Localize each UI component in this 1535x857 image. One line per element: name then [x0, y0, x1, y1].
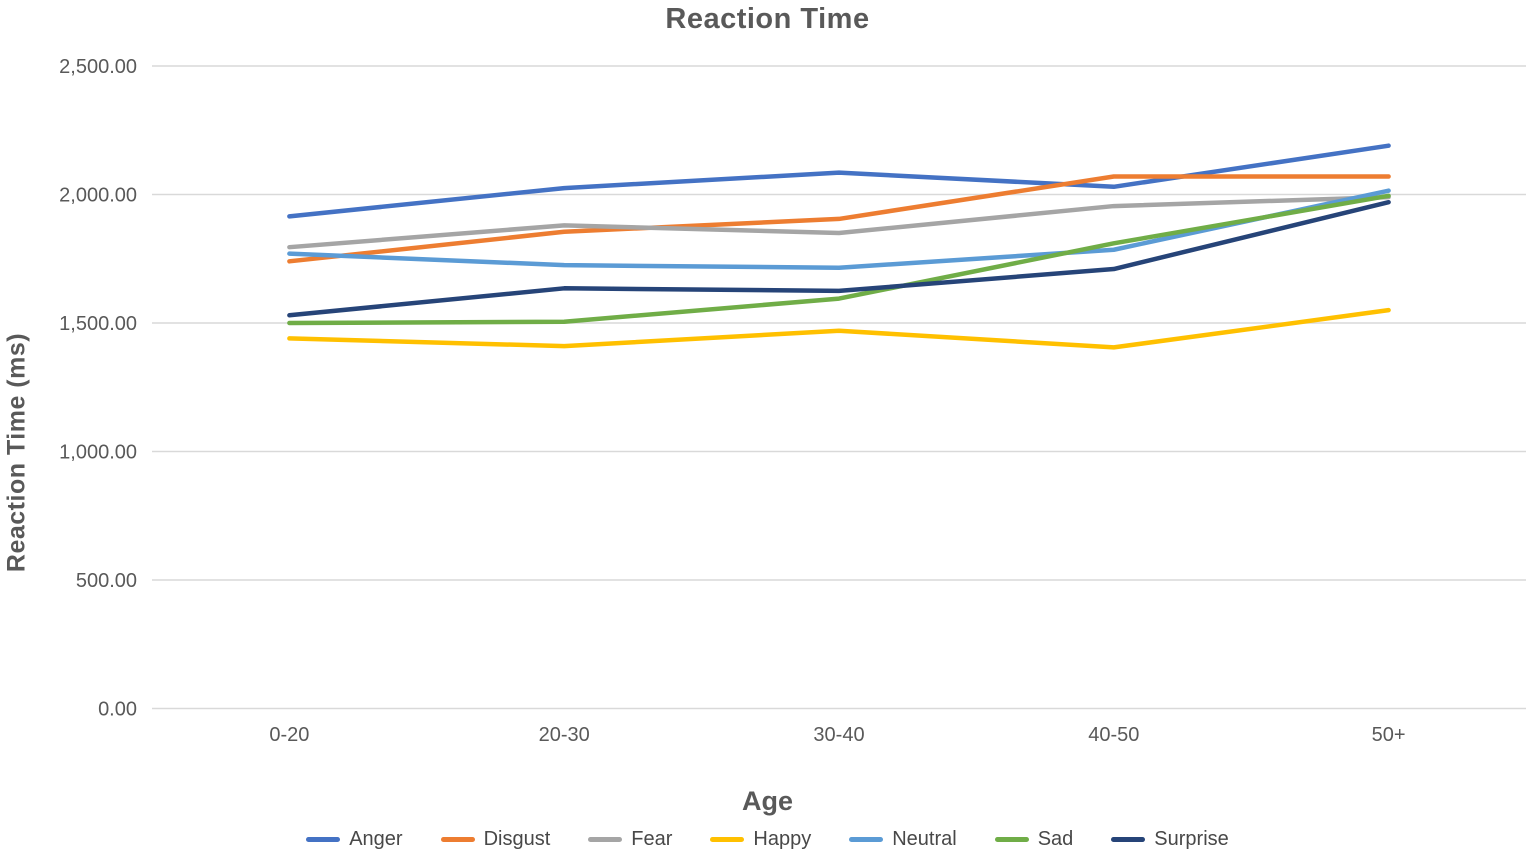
series-line-sad — [287, 193, 1391, 326]
legend-marker-anger-icon — [306, 837, 341, 842]
legend-item-neutral: Neutral — [849, 828, 957, 851]
x-tick-label: 40-50 — [1088, 724, 1139, 746]
y-tick-label: 1,000.00 — [59, 442, 137, 464]
series-line-anger — [287, 143, 1391, 219]
series-line-disgust — [287, 174, 1391, 264]
legend-marker-sad-icon — [994, 837, 1029, 842]
y-tick-label: 2,500.00 — [59, 56, 137, 78]
x-tick-label: 30-40 — [813, 724, 864, 746]
series-line-surprise — [287, 199, 1391, 318]
gridlines — [152, 65, 1526, 710]
y-tick-label: 0.00 — [98, 699, 137, 721]
x-axis-tick-labels: 0-20 20-30 30-40 40-50 50+ — [269, 724, 1405, 746]
legend-label: Happy — [753, 828, 812, 850]
chart-legend: Anger Disgust Fear Happy Neutral Sad Surprise — [0, 828, 1535, 851]
series-line-fear — [287, 194, 1391, 250]
legend-item-disgust: Disgust — [440, 828, 551, 851]
legend-marker-fear-icon — [588, 837, 623, 842]
y-axis-tick-labels: 0.00 500.00 1,000.00 1,500.00 2,000.00 2,500.… — [59, 56, 137, 721]
chart-title: Reaction Time — [665, 3, 870, 35]
legend-item-surprise: Surprise — [1111, 828, 1229, 851]
series-line-neutral — [287, 188, 1391, 270]
x-tick-label: 50+ — [1372, 724, 1406, 746]
legend-item-sad: Sad — [994, 828, 1074, 851]
legend-item-anger: Anger — [306, 828, 403, 851]
legend-label: Neutral — [892, 828, 957, 850]
legend-label: Disgust — [483, 828, 551, 850]
x-axis-title: Age — [741, 786, 793, 816]
y-tick-label: 500.00 — [76, 570, 137, 592]
legend-marker-happy-icon — [710, 837, 745, 842]
x-tick-label: 20-30 — [539, 724, 590, 746]
y-tick-label: 2,000.00 — [59, 185, 137, 207]
legend-item-happy: Happy — [710, 828, 811, 851]
legend-label: Anger — [349, 828, 403, 850]
legend-label: Fear — [631, 828, 673, 850]
series-line-happy — [287, 307, 1391, 350]
legend-label: Surprise — [1154, 828, 1229, 850]
x-tick-label: 0-20 — [269, 724, 309, 746]
legend-marker-neutral-icon — [849, 837, 884, 842]
legend-marker-disgust-icon — [440, 837, 475, 842]
y-tick-label: 1,500.00 — [59, 313, 137, 335]
legend-marker-surprise-icon — [1111, 837, 1146, 842]
series-lines — [287, 143, 1391, 350]
legend-label: Sad — [1037, 828, 1074, 850]
legend-item-fear: Fear — [588, 828, 672, 851]
